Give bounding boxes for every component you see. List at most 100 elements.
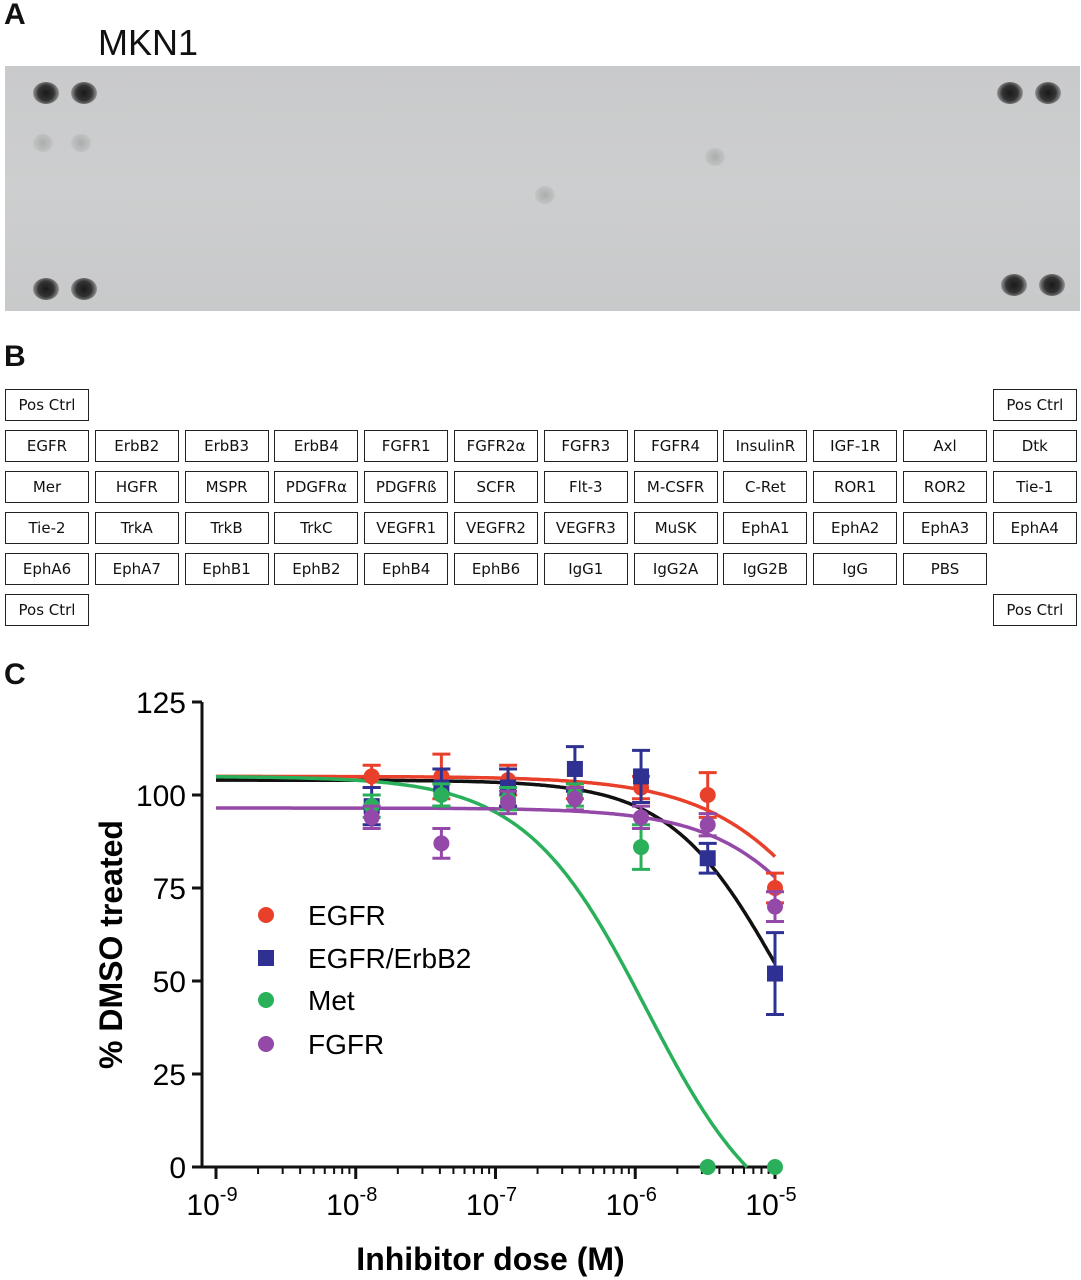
array-cell: TrkA — [94, 512, 179, 544]
array-cell: EphA6 — [5, 553, 89, 585]
data-point — [767, 1159, 783, 1175]
legend-marker — [258, 1036, 274, 1052]
array-cell: EphA1 — [723, 512, 808, 544]
panel-a-cell-line-title: MKN1 — [98, 22, 199, 63]
blot-faint-spot — [71, 134, 91, 152]
blot-spot — [33, 278, 59, 300]
blot-spot — [1039, 274, 1065, 296]
array-cell: VEGFR2 — [454, 512, 538, 544]
array-cell: InsulinR — [723, 430, 808, 462]
blot-faint-spot — [535, 186, 555, 204]
data-point — [633, 809, 650, 826]
x-tick-label: 10-5 — [745, 1184, 796, 1222]
array-cell: Dtk — [992, 430, 1077, 462]
blot-faint-spot — [705, 148, 725, 166]
array-cell: IGF-1R — [813, 430, 898, 462]
blot-spot — [997, 82, 1023, 104]
array-cell: Flt-3 — [543, 471, 628, 503]
array-cell: IgG1 — [543, 553, 628, 585]
array-cell: M-CSFR — [633, 471, 718, 503]
array-cell: IgG2B — [723, 553, 808, 585]
array-cell: EGFR — [5, 430, 89, 462]
blot-spot — [71, 82, 97, 104]
blot-spot — [33, 82, 59, 104]
data-point — [500, 794, 517, 811]
blot-spot — [71, 278, 97, 300]
array-cell: MuSK — [633, 512, 718, 544]
antibody-array-blot-image — [5, 66, 1080, 311]
array-cell: Mer — [5, 471, 89, 503]
array-cell: EphA3 — [903, 512, 987, 544]
array-cell: ROR2 — [903, 471, 987, 503]
panel-b-letter: B — [4, 340, 26, 373]
array-cell: Tie-1 — [992, 471, 1077, 503]
blot-spot — [1001, 274, 1027, 296]
legend-marker — [258, 907, 274, 923]
dose-response-chart: 0 25 50 75 100 125 10-9 10-8 10-7 10-6 10-5 Inhibit… — [93, 687, 797, 1277]
data-point — [363, 809, 380, 826]
legend-marker — [258, 992, 274, 1008]
array-cell: ROR1 — [813, 471, 898, 503]
array-cell: FGFR1 — [364, 430, 449, 462]
array-cell: ErbB3 — [184, 430, 269, 462]
y-tick-label: 25 — [153, 1059, 186, 1092]
data-point — [699, 816, 716, 833]
data-point — [633, 768, 650, 785]
array-cell: EphA2 — [813, 512, 898, 544]
blot-faint-spot — [33, 134, 53, 152]
x-tick-label: 10-8 — [326, 1184, 377, 1222]
array-cell: Pos Ctrl — [992, 389, 1077, 421]
array-cell: Pos Ctrl — [5, 389, 89, 421]
data-point — [767, 965, 783, 982]
array-cell: ErbB4 — [274, 430, 359, 462]
array-cell: PDGFRα — [274, 471, 359, 503]
y-axis-title: % DMSO treated — [93, 820, 129, 1069]
fit-curve-egfr-erbb2 — [216, 778, 777, 965]
array-cell: EphA4 — [992, 512, 1077, 544]
legend-label: FGFR — [308, 1029, 384, 1060]
array-cell: FGFR3 — [543, 430, 628, 462]
array-cell: FGFR2α — [454, 430, 538, 462]
array-cell: Pos Ctrl — [992, 594, 1077, 626]
x-tick-label: 10-9 — [186, 1184, 237, 1222]
array-cell: IgG — [813, 553, 898, 585]
legend-label: EGFR/ErbB2 — [308, 943, 471, 974]
x-axis-title: Inhibitor dose (M) — [356, 1241, 624, 1277]
y-tick-label: 50 — [153, 966, 186, 999]
array-cell: PBS — [903, 553, 987, 585]
array-cell: Pos Ctrl — [5, 594, 89, 626]
array-cell: HGFR — [94, 471, 179, 503]
y-tick-label: 100 — [136, 780, 186, 813]
data-point — [433, 835, 450, 852]
data-point — [363, 768, 380, 785]
data-point — [699, 850, 716, 867]
array-cell: TrkB — [184, 512, 269, 544]
data-point — [633, 839, 650, 856]
x-tick-label: 10-7 — [466, 1184, 517, 1222]
legend-label: EGFR — [308, 900, 386, 931]
array-cell: VEGFR1 — [364, 512, 449, 544]
array-cell: EphB6 — [454, 553, 538, 585]
y-tick-label: 75 — [153, 873, 186, 906]
data-point — [433, 787, 450, 803]
array-cell: IgG2A — [633, 553, 718, 585]
data-point — [699, 1159, 716, 1175]
legend-marker — [258, 950, 274, 966]
array-cell: EphB1 — [184, 553, 269, 585]
data-point — [767, 898, 783, 915]
data-point — [566, 760, 583, 777]
array-cell: VEGFR3 — [543, 512, 628, 544]
array-cell: MSPR — [184, 471, 269, 503]
array-cell: FGFR4 — [633, 430, 718, 462]
panel-a-letter: A — [4, 0, 26, 31]
array-cell: EphB2 — [274, 553, 359, 585]
array-cell: Tie-2 — [5, 512, 89, 544]
x-tick-label: 10-6 — [606, 1184, 657, 1222]
y-tick-label: 0 — [169, 1152, 186, 1185]
array-cell: TrkC — [274, 512, 359, 544]
array-cell: EphA7 — [94, 553, 179, 585]
array-cell: Axl — [903, 430, 987, 462]
array-cell: PDGFRß — [364, 471, 449, 503]
fit-curve-fgfr — [216, 806, 777, 879]
array-cell: ErbB2 — [94, 430, 179, 462]
